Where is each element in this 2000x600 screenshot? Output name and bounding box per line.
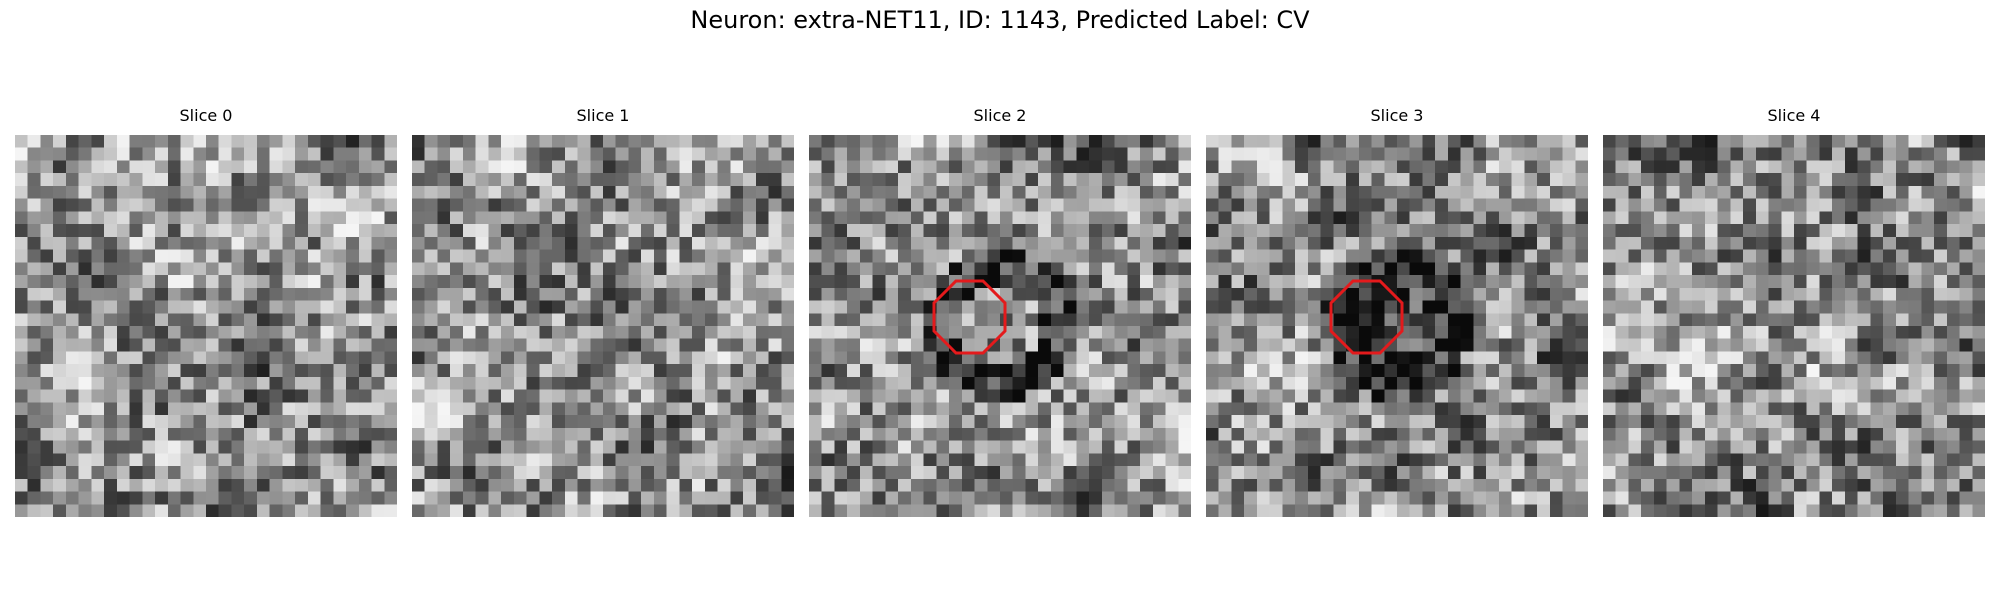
slice-image	[1603, 135, 1985, 517]
slice-title: Slice 4	[1767, 106, 1821, 125]
grayscale-image	[1603, 135, 1985, 517]
grayscale-image	[1206, 135, 1588, 517]
slice-title: Slice 1	[576, 106, 630, 125]
slice-image	[1206, 135, 1588, 517]
slice-panel-3: Slice 3	[1206, 105, 1588, 517]
slice-panel-0: Slice 0	[15, 105, 397, 517]
roi-octagon-marker	[932, 279, 1007, 355]
roi-octagon-marker	[1329, 279, 1404, 355]
grayscale-image	[412, 135, 794, 517]
slice-title: Slice 0	[179, 106, 233, 125]
slice-title: Slice 2	[973, 106, 1027, 125]
slice-panel-1: Slice 1	[412, 105, 794, 517]
slice-panel-2: Slice 2	[809, 105, 1191, 517]
slice-image	[412, 135, 794, 517]
slice-panel-4: Slice 4	[1603, 105, 1985, 517]
slice-image	[15, 135, 397, 517]
figure-title: Neuron: extra-NET11, ID: 1143, Predicted…	[690, 6, 1310, 34]
grayscale-image	[809, 135, 1191, 517]
slice-title: Slice 3	[1370, 106, 1424, 125]
grayscale-image	[15, 135, 397, 517]
slice-image	[809, 135, 1191, 517]
